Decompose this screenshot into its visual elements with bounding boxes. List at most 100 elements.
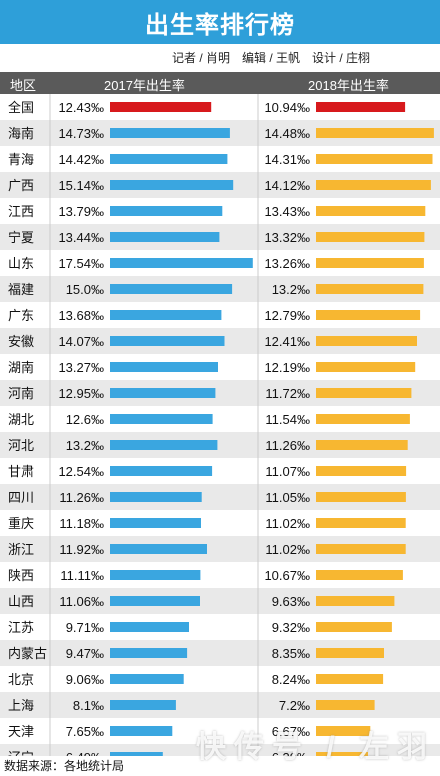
bar-2018: [316, 518, 406, 528]
value-label-2017: 12.6‰: [66, 412, 104, 427]
value-label-2018: 13.32‰: [264, 230, 310, 245]
category-label: 海南: [8, 126, 34, 141]
value-label-2018: 13.26‰: [264, 256, 310, 271]
value-label-2018: 11.54‰: [265, 412, 310, 427]
bar-2017: [110, 726, 173, 736]
bar-2017: [110, 596, 200, 606]
chart-title: 出生率排行榜: [0, 0, 440, 44]
value-label-2017: 9.47‰: [66, 646, 104, 661]
value-label-2017: 12.43‰: [58, 100, 104, 115]
bar-2018: [316, 102, 406, 112]
value-label-2017: 13.27‰: [58, 360, 104, 375]
category-label: 四川: [8, 490, 34, 505]
value-label-2017: 11.18‰: [59, 516, 104, 531]
bar-2018: [316, 414, 410, 424]
value-label-2018: 11.02‰: [265, 516, 310, 531]
value-label-2018: 14.12‰: [264, 178, 310, 193]
value-label-2017: 9.71‰: [66, 620, 104, 635]
category-label: 山东: [8, 256, 34, 271]
bar-2018: [316, 544, 406, 554]
bar-2017: [110, 206, 223, 216]
value-label-2017: 11.06‰: [59, 594, 104, 609]
bar-2017: [110, 284, 233, 294]
bar-2017: [110, 232, 220, 242]
bar-2018: [316, 700, 375, 710]
value-label-2017: 13.68‰: [58, 308, 104, 323]
bar-2017: [110, 518, 201, 528]
bar-2018: [316, 206, 426, 216]
bar-2017: [110, 440, 218, 450]
bar-chart: 全国 12.43‰ 10.94‰ 海南 14.73‰ 14.48‰ 青海 14.42‰ 14.3…: [0, 94, 440, 756]
bar-2018: [316, 648, 384, 658]
value-label-2017: 13.44‰: [58, 230, 104, 245]
value-label-2017: 11.26‰: [59, 490, 104, 505]
value-label-2017: 13.79‰: [58, 204, 104, 219]
category-label: 浙江: [8, 542, 34, 557]
value-label-2018: 12.19‰: [264, 360, 310, 375]
value-label-2018: 12.79‰: [264, 308, 310, 323]
bar-2017: [110, 414, 213, 424]
value-label-2018: 10.67‰: [264, 568, 310, 583]
value-label-2017: 11.11‰: [60, 568, 104, 583]
bar-2017: [110, 258, 253, 268]
value-label-2018: 11.02‰: [265, 542, 310, 557]
bar-2017: [110, 700, 176, 710]
bar-2018: [316, 258, 424, 268]
category-label: 江西: [8, 204, 34, 219]
bar-2018: [316, 180, 431, 190]
value-label-2018: 11.26‰: [265, 438, 310, 453]
bar-2017: [110, 128, 230, 138]
value-label-2017: 14.42‰: [58, 152, 104, 167]
data-source: 数据来源：各地统计局: [4, 759, 125, 773]
value-label-2017: 15.14‰: [58, 178, 104, 193]
bar-2017: [110, 570, 201, 580]
category-label: 天津: [8, 724, 34, 739]
value-label-2018: 9.32‰: [272, 620, 310, 635]
value-label-2018: 13.43‰: [264, 204, 310, 219]
bar-2018: [316, 336, 417, 346]
category-label: 河北: [8, 438, 34, 453]
value-label-2017: 12.95‰: [58, 386, 104, 401]
category-label: 内蒙古: [8, 646, 47, 661]
bar-2018: [316, 388, 412, 398]
bar-2017: [110, 648, 188, 658]
value-label-2018: 14.48‰: [264, 126, 310, 141]
value-label-2018: 13.2‰: [272, 282, 310, 297]
header-2017: 2017年出生率: [104, 78, 185, 93]
category-label: 辽宁: [8, 750, 34, 756]
category-label: 湖南: [8, 360, 34, 375]
category-label: 广东: [8, 308, 34, 323]
bar-2018: [316, 362, 416, 372]
category-label: 河南: [8, 386, 34, 401]
value-label-2018: 11.05‰: [265, 490, 310, 505]
bar-2018: [316, 154, 433, 164]
bar-2018: [316, 440, 408, 450]
category-label: 宁夏: [8, 230, 34, 245]
value-label-2017: 6.49‰: [66, 750, 104, 756]
value-label-2017: 15.0‰: [66, 282, 104, 297]
bar-2018: [316, 570, 403, 580]
value-label-2018: 9.63‰: [272, 594, 310, 609]
bar-2017: [110, 466, 213, 476]
bar-2017: [110, 674, 184, 684]
bar-2018: [316, 284, 424, 294]
value-label-2017: 9.06‰: [66, 672, 104, 687]
category-label: 山西: [8, 594, 34, 609]
bar-2017: [110, 492, 202, 502]
bar-2017: [110, 310, 222, 320]
category-label: 重庆: [8, 516, 34, 531]
bar-2018: [316, 310, 421, 320]
value-label-2017: 12.54‰: [58, 464, 104, 479]
value-label-2018: 10.94‰: [264, 100, 310, 115]
category-label: 青海: [8, 152, 34, 167]
bar-2018: [316, 466, 407, 476]
value-label-2018: 6.39‰: [272, 750, 310, 756]
category-label: 上海: [8, 698, 34, 713]
bar-2018: [316, 128, 434, 138]
credits: 记者 / 肖明 编辑 / 王帆 设计 / 庄栩: [171, 50, 370, 65]
value-label-2017: 13.2‰: [66, 438, 104, 453]
value-label-2018: 8.24‰: [272, 672, 310, 687]
bar-2017: [110, 362, 218, 372]
value-label-2018: 14.31‰: [264, 152, 310, 167]
value-label-2017: 17.54‰: [58, 256, 104, 271]
